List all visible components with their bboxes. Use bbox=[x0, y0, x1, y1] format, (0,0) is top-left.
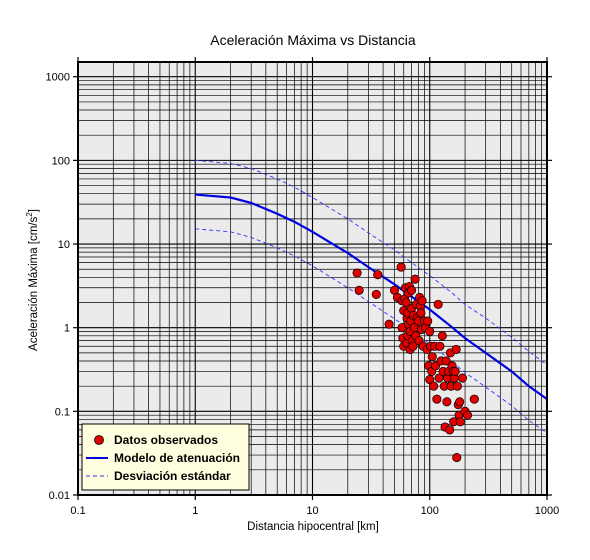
data-point bbox=[371, 289, 381, 299]
data-point bbox=[396, 262, 406, 272]
data-point bbox=[452, 381, 462, 391]
data-point bbox=[462, 410, 473, 420]
data-point bbox=[427, 352, 437, 362]
data-point bbox=[410, 274, 420, 284]
model-line bbox=[195, 193, 548, 401]
y-tick-label: 10 bbox=[58, 239, 70, 251]
data-point bbox=[451, 344, 461, 354]
legend-label-deviation: Desviación estándar bbox=[114, 469, 231, 483]
data-point bbox=[401, 297, 411, 308]
data-point bbox=[437, 331, 447, 341]
legend: Datos observados Modelo de atenuación De… bbox=[81, 423, 250, 491]
y-tick-label: 0.1 bbox=[55, 406, 70, 418]
y-axis-label-superscript: 2 bbox=[25, 212, 34, 217]
x-tick-label: 1 bbox=[192, 505, 198, 517]
data-point bbox=[441, 356, 451, 366]
data-point bbox=[408, 341, 418, 351]
legend-label-observed: Datos observados bbox=[114, 433, 218, 447]
legend-marker-observed bbox=[94, 435, 104, 445]
chart-title: Aceleración Máxima vs Distancia bbox=[210, 32, 416, 48]
deviation-upper-line bbox=[195, 159, 548, 366]
series-lines bbox=[195, 159, 548, 434]
data-point bbox=[445, 425, 455, 435]
data-point bbox=[450, 366, 460, 376]
data-point bbox=[457, 373, 467, 383]
data-point bbox=[425, 326, 435, 337]
legend-box bbox=[81, 423, 250, 491]
data-point bbox=[429, 381, 439, 391]
x-tick-label: 100 bbox=[421, 505, 439, 517]
data-point bbox=[442, 397, 452, 407]
data-point bbox=[455, 417, 465, 427]
y-tick-label: 100 bbox=[52, 155, 70, 167]
legend-label-model: Modelo de atenuación bbox=[114, 451, 240, 465]
x-tick-label: 0.1 bbox=[70, 505, 85, 517]
data-point bbox=[352, 268, 362, 278]
y-tick-label: 0.01 bbox=[49, 490, 70, 502]
x-tick-label: 1000 bbox=[535, 505, 559, 517]
y-axis-label-main: Aceleración Máxima [cm/s bbox=[28, 216, 40, 350]
data-point bbox=[469, 394, 479, 404]
data-point bbox=[384, 319, 394, 329]
data-point bbox=[452, 453, 462, 463]
data-point bbox=[432, 394, 442, 404]
data-point bbox=[416, 308, 426, 318]
data-point bbox=[423, 316, 433, 326]
x-axis-label: Distancia hipocentral [km] bbox=[247, 521, 379, 533]
y-tick-label: 1 bbox=[64, 323, 70, 335]
data-point bbox=[407, 285, 417, 295]
y-axis-label-tail: ] bbox=[28, 209, 40, 212]
data-point bbox=[455, 397, 465, 407]
y-axis-label: Aceleración Máxima [cm/s2] bbox=[25, 209, 40, 351]
data-point bbox=[417, 296, 427, 306]
data-point bbox=[433, 299, 443, 309]
data-points bbox=[352, 262, 479, 463]
y-tick-label: 1000 bbox=[46, 72, 70, 84]
x-tick-label: 10 bbox=[306, 505, 318, 517]
data-point bbox=[435, 341, 445, 351]
data-point bbox=[373, 270, 383, 280]
deviation-lower-line bbox=[195, 228, 548, 434]
data-point bbox=[354, 285, 364, 295]
